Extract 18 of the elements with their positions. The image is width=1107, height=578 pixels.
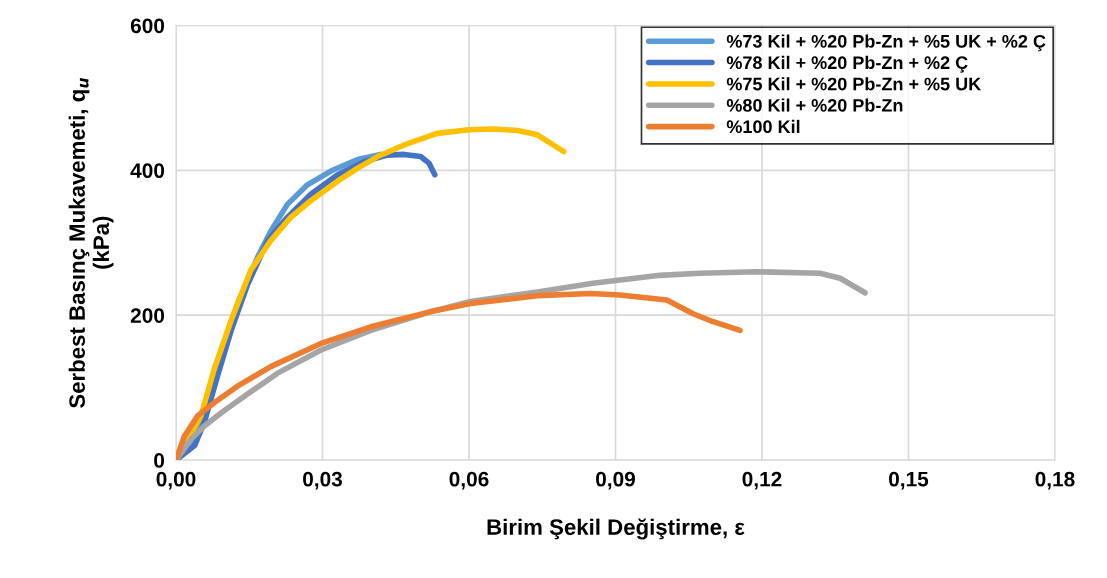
x-tick-label: 0,18 — [1035, 471, 1075, 490]
x-tick-label: 0,12 — [742, 471, 782, 490]
legend-label: %78 Kil + %20 Pb-Zn + %2 Ç — [726, 55, 968, 73]
legend-label: %100 Kil — [726, 119, 800, 134]
text: Serbest Basınç Mukavemeti, q$_{u}$ (kPa) — [68, 77, 114, 409]
y-tick-label: 200 — [130, 308, 165, 323]
legend-label: %75 Kil + %20 Pb-Zn + %5 UK — [726, 77, 982, 91]
x-tick-label: 0,03 — [303, 471, 343, 490]
x-tick-label: 0,15 — [889, 471, 929, 490]
y-tick-label: 400 — [130, 163, 165, 179]
y-tick-label: 0 — [154, 453, 165, 468]
y-tick-label: 600 — [130, 18, 165, 34]
x-axis-title: Birim Şekil Değiştirme, ε — [487, 518, 745, 540]
legend-label: %80 Kil + %20 Pb-Zn — [726, 98, 903, 112]
x-tick-label: 0,06 — [449, 471, 489, 490]
x-tick-label: 0,09 — [596, 471, 635, 490]
x-tick-label: 0,00 — [156, 471, 196, 490]
legend-label: %73 Kil + %20 Pb-Zn + %5 UK + %2 Ç — [726, 34, 1046, 52]
